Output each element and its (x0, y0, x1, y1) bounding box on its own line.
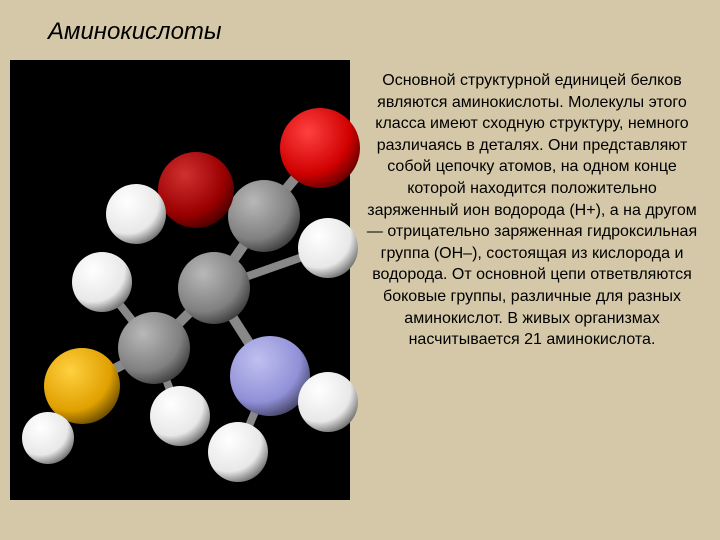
atom-c3 (118, 312, 190, 384)
slide-title: Аминокислоты (48, 18, 222, 46)
atom-h7 (22, 412, 74, 464)
molecule-figure (10, 60, 350, 500)
atom-h4 (150, 386, 210, 446)
atom-h5 (208, 422, 268, 482)
atom-c1 (178, 252, 250, 324)
atom-h6 (298, 372, 358, 432)
content-row: Основной структурной единицей белков явл… (10, 60, 710, 500)
atom-h2 (298, 218, 358, 278)
atom-h3 (72, 252, 132, 312)
atom-o1 (280, 108, 360, 188)
atom-h1 (106, 184, 166, 244)
atom-o2 (158, 152, 234, 228)
body-text: Основной структурной единицей белков явл… (350, 60, 710, 500)
atom-c2 (228, 180, 300, 252)
